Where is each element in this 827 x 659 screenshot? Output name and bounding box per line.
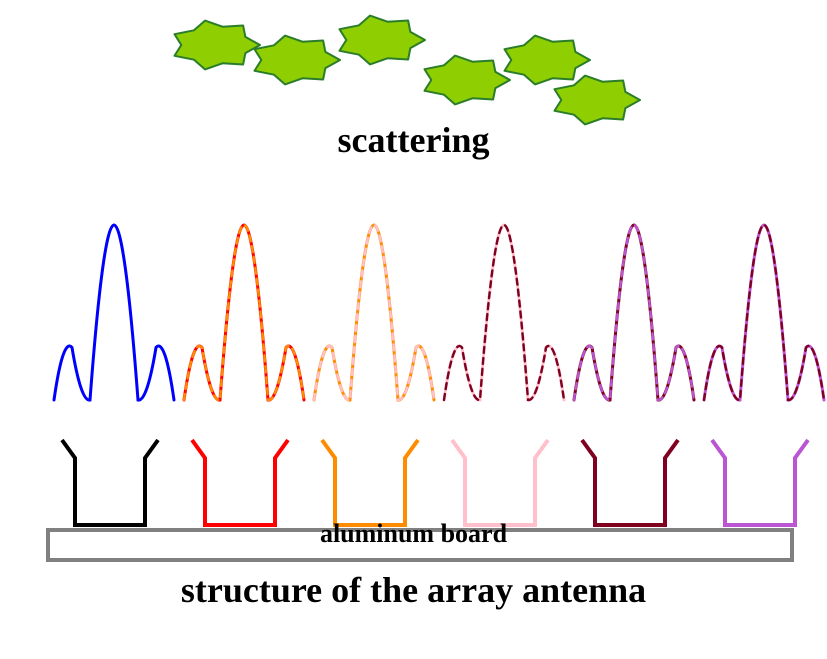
radiation-pattern	[54, 225, 174, 400]
radiation-pattern	[314, 225, 434, 400]
cloud-icon	[555, 76, 641, 125]
cloud-icon	[175, 21, 261, 70]
diagram-svg	[0, 0, 827, 659]
antenna-horn	[452, 440, 548, 525]
radiation-pattern-overlay	[184, 225, 304, 400]
radiation-pattern	[444, 225, 564, 400]
antenna-horn	[582, 440, 678, 525]
cloud-icon	[255, 36, 341, 85]
aluminum-board-label: aluminum board	[0, 519, 827, 549]
radiation-pattern-overlay	[314, 225, 434, 400]
antenna-horn	[712, 440, 808, 525]
cloud-icon	[340, 16, 426, 65]
radiation-pattern-overlay	[574, 225, 694, 400]
radiation-pattern-overlay	[704, 225, 824, 400]
antenna-horn	[192, 440, 288, 525]
scattering-label: scattering	[0, 119, 827, 161]
radiation-pattern	[574, 225, 694, 400]
radiation-pattern	[704, 225, 824, 400]
structure-label: structure of the array antenna	[0, 569, 827, 611]
cloud-icon	[425, 56, 511, 105]
radiation-pattern-overlay	[444, 225, 564, 400]
antenna-horn	[62, 440, 158, 525]
antenna-horn	[322, 440, 418, 525]
radiation-pattern	[184, 225, 304, 400]
cloud-icon	[505, 36, 591, 85]
